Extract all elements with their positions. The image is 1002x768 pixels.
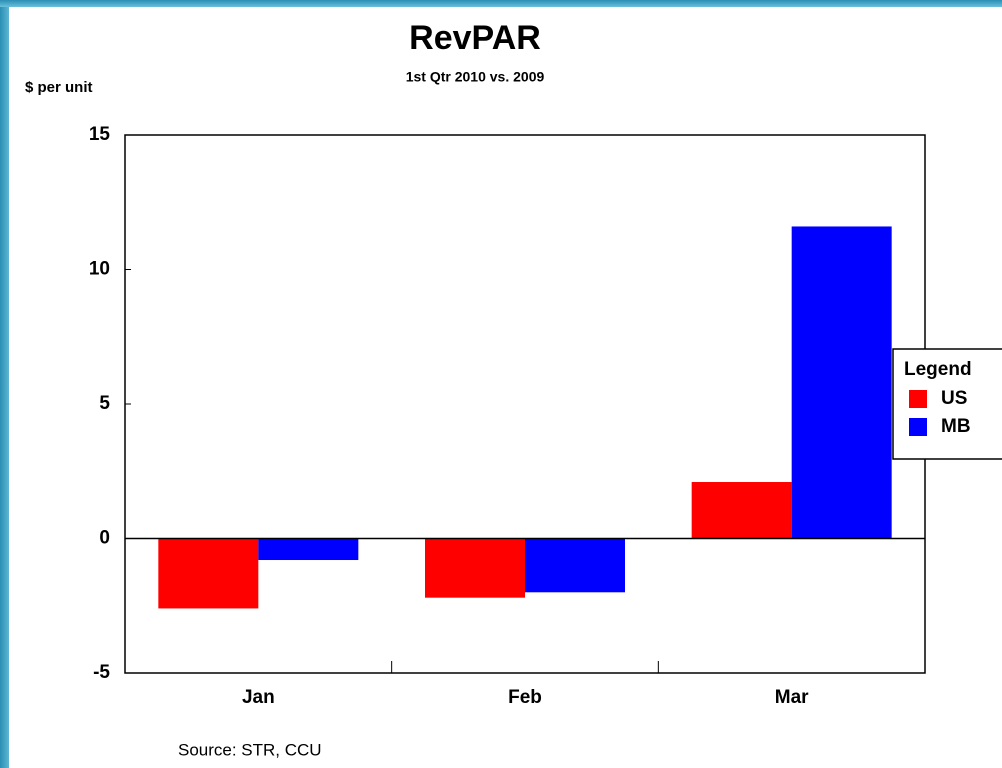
bar bbox=[691, 482, 792, 539]
y-tick-label: 15 bbox=[89, 124, 111, 145]
y-tick-label: -5 bbox=[93, 662, 110, 683]
frame-edge bbox=[0, 0, 9, 768]
x-tick-label: Feb bbox=[508, 687, 542, 708]
x-tick-label: Mar bbox=[775, 687, 809, 708]
bar bbox=[791, 226, 892, 539]
x-tick-label: Jan bbox=[242, 687, 275, 708]
source-note: Source: STR, CCU bbox=[178, 740, 322, 759]
y-axis-label: $ per unit bbox=[25, 79, 93, 96]
legend-label: US bbox=[941, 388, 967, 409]
chart-subtitle: 1st Qtr 2010 vs. 2009 bbox=[406, 69, 545, 85]
y-tick-label: 5 bbox=[99, 393, 110, 414]
bar bbox=[425, 538, 525, 598]
legend-title: Legend bbox=[904, 359, 972, 380]
bar bbox=[158, 538, 259, 609]
bar bbox=[525, 538, 625, 593]
legend-label: MB bbox=[941, 416, 971, 437]
legend-swatch bbox=[909, 390, 927, 408]
y-tick-label: 0 bbox=[99, 528, 110, 549]
frame-edge bbox=[0, 0, 1002, 7]
y-tick-label: 10 bbox=[89, 259, 110, 280]
chart-title: RevPAR bbox=[409, 19, 541, 57]
bar bbox=[258, 538, 359, 561]
legend-swatch bbox=[909, 418, 927, 436]
